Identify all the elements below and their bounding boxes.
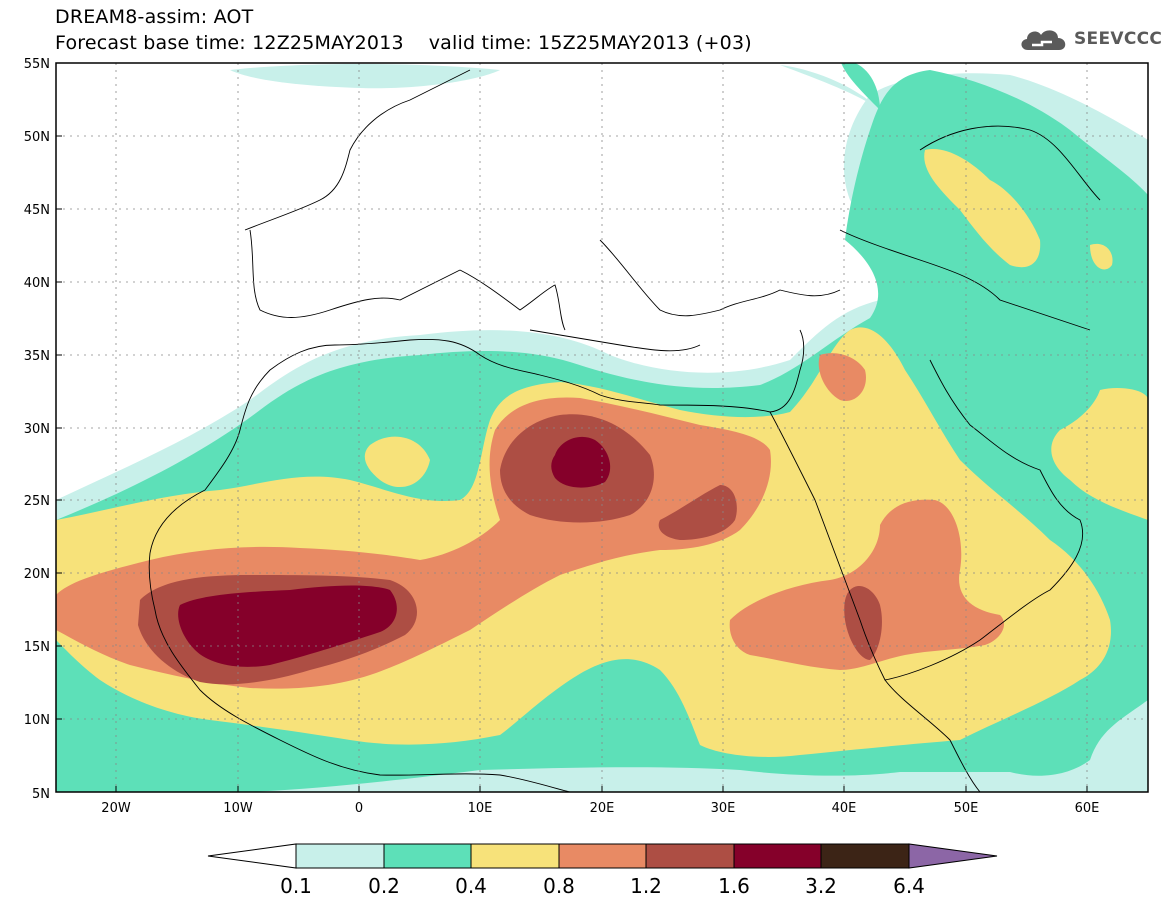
colorbar-label: 0.1 bbox=[280, 874, 312, 898]
lon-label: 30E bbox=[711, 801, 736, 816]
colorbar-label: 3.2 bbox=[805, 874, 837, 898]
lat-label: 15N bbox=[24, 640, 50, 655]
lon-label: 0 bbox=[355, 801, 363, 816]
colorbar-swatch bbox=[383, 843, 472, 869]
lon-label: 60E bbox=[1075, 801, 1100, 816]
lat-label: 5N bbox=[32, 787, 50, 802]
colorbar-swatch bbox=[470, 843, 560, 869]
lat-label: 25N bbox=[24, 494, 50, 509]
lon-label: 20W bbox=[101, 801, 131, 816]
lat-label: 50N bbox=[24, 130, 50, 145]
lat-label: 20N bbox=[24, 567, 50, 582]
forecast-time-line: Forecast base time: 12Z25MAY2013 valid t… bbox=[55, 32, 752, 54]
lon-label: 20E bbox=[590, 801, 615, 816]
colorbar-swatch bbox=[820, 843, 910, 869]
lat-label: 40N bbox=[24, 276, 50, 291]
lon-label: 50E bbox=[954, 801, 979, 816]
colorbar-label: 1.2 bbox=[630, 874, 662, 898]
gridlines bbox=[56, 63, 1148, 792]
aot-level-1.6 bbox=[178, 436, 611, 667]
map-title: DREAM8-assim: AOT bbox=[55, 6, 254, 28]
colorbar-high-arrow bbox=[908, 843, 998, 869]
colorbar-label: 0.2 bbox=[368, 874, 400, 898]
colorbar-label: 1.6 bbox=[718, 874, 750, 898]
lon-label: 40E bbox=[832, 801, 857, 816]
lat-label: 30N bbox=[24, 422, 50, 437]
colorbar: 0.1 0.2 0.4 0.8 1.2 1.6 3.2 6.4 bbox=[207, 843, 998, 898]
lat-label: 35N bbox=[24, 349, 50, 364]
coastlines bbox=[148, 69, 1101, 792]
logo-text: SEEVCCC bbox=[1074, 29, 1163, 49]
latitude-labels: 5N 10N 15N 20N 25N 30N 35N 40N 45N 50N 5… bbox=[24, 57, 50, 802]
seevccc-logo: SEEVCCC bbox=[1018, 24, 1162, 54]
colorbar-swatch bbox=[645, 843, 735, 869]
cloud-icon bbox=[1021, 30, 1066, 50]
lat-label: 45N bbox=[24, 203, 50, 218]
colorbar-label: 6.4 bbox=[893, 874, 925, 898]
lat-label: 10N bbox=[24, 713, 50, 728]
tick-marks bbox=[56, 62, 1088, 792]
colorbar-swatch bbox=[558, 843, 647, 869]
colorbar-label: 0.8 bbox=[543, 874, 575, 898]
lon-label: 10E bbox=[468, 801, 493, 816]
colorbar-swatch bbox=[733, 843, 822, 869]
longitude-labels: 20W 10W 0 10E 20E 30E 40E 50E 60E bbox=[101, 801, 1099, 816]
colorbar-label: 0.4 bbox=[455, 874, 487, 898]
lon-label: 10W bbox=[223, 801, 253, 816]
colorbar-swatch bbox=[295, 843, 385, 869]
colorbar-low-arrow bbox=[207, 843, 297, 869]
lat-label: 55N bbox=[24, 57, 50, 72]
